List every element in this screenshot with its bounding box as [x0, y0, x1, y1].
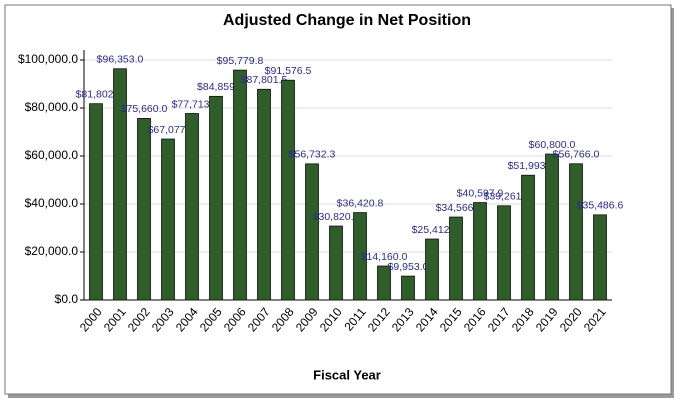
- bar: [281, 79, 295, 301]
- value-label: $81,802.: [76, 88, 117, 100]
- y-tick-label: $0.0: [55, 292, 79, 306]
- value-label: $36,420.8: [337, 197, 384, 209]
- bar: [233, 69, 247, 301]
- value-label: $51,993.: [508, 160, 549, 172]
- y-tick-label: $20,000.0: [25, 244, 79, 258]
- value-label: $14,160.0: [361, 251, 408, 263]
- bar: [305, 163, 319, 301]
- value-label: $56,732.3: [289, 149, 336, 161]
- chart-title: Adjusted Change in Net Position: [223, 12, 471, 29]
- value-label: $87,801.5: [241, 74, 288, 86]
- bar: [185, 113, 199, 301]
- bar: [329, 225, 343, 301]
- value-label: $77,713.: [172, 98, 213, 110]
- value-label: $40,597.9: [457, 187, 504, 199]
- bar: [209, 95, 223, 301]
- bar: [377, 265, 391, 301]
- bar: [593, 214, 607, 301]
- bar: [425, 238, 439, 301]
- value-label: $84,859: [197, 81, 235, 93]
- bar: [161, 138, 175, 301]
- value-label: $39,261.: [484, 191, 525, 203]
- y-tick-label: $80,000.0: [25, 100, 79, 114]
- bar: [521, 174, 535, 301]
- value-label: $35,486.6: [577, 200, 624, 212]
- value-label: $9,953.0: [388, 261, 429, 273]
- value-label: $34,566.: [436, 202, 477, 214]
- value-label: $67,077.: [148, 124, 189, 136]
- bar: [89, 103, 103, 301]
- value-label: $60,800.0: [529, 139, 576, 151]
- bar: [545, 153, 559, 301]
- bar: [257, 88, 271, 301]
- bar: [137, 118, 151, 301]
- value-label: $75,660.0: [121, 103, 168, 115]
- y-tick-label: $40,000.0: [25, 196, 79, 210]
- value-label: $56,766.0: [553, 149, 600, 161]
- x-axis-title: Fiscal Year: [313, 367, 381, 382]
- value-label: $96,353.0: [97, 54, 144, 66]
- y-tick-label: $100,000.0: [18, 52, 78, 66]
- y-tick-label: $60,000.0: [25, 148, 79, 162]
- bar: [113, 68, 127, 301]
- bar: [353, 212, 367, 301]
- bar: [569, 163, 583, 301]
- value-label: $25,412.: [412, 224, 453, 236]
- bar: [497, 205, 511, 301]
- value-label: $30,820.6: [313, 211, 360, 223]
- bar: [473, 202, 487, 301]
- value-label: $95,779.8: [217, 55, 264, 67]
- value-label: $91,576.5: [265, 65, 312, 77]
- bar: [449, 216, 463, 301]
- bar: [401, 275, 415, 301]
